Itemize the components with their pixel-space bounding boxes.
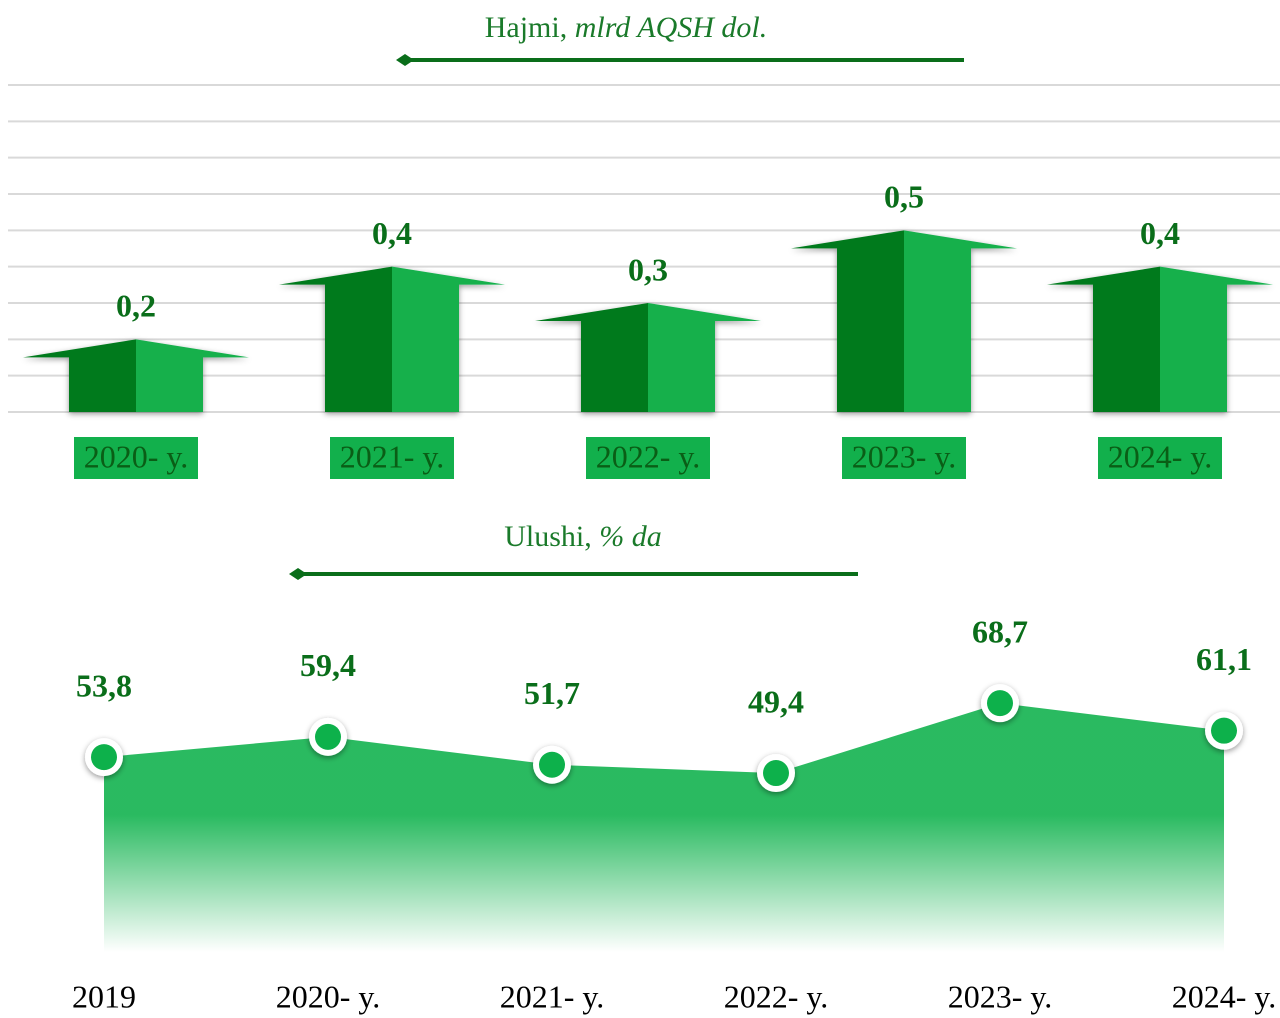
label-bg	[586, 437, 710, 479]
x-tick-label: 2023- y.	[948, 978, 1053, 1014]
arrow-left	[535, 303, 648, 412]
arrow-head	[396, 54, 414, 66]
x-tick-label: 2021- y.	[500, 978, 605, 1014]
arrow-left	[279, 266, 392, 412]
label-bg	[1098, 437, 1222, 479]
marker	[91, 744, 117, 771]
arrow-right	[648, 303, 761, 412]
title: Hajmi,	[485, 11, 568, 44]
data-label: 0,4	[1140, 215, 1180, 251]
data-label: 0,2	[116, 288, 156, 324]
x-tick-label: 2022- y.	[596, 438, 701, 474]
arrow-right	[392, 266, 505, 412]
arrow-head	[289, 568, 307, 580]
arrow-left	[23, 339, 136, 412]
arrow-bar	[791, 230, 1017, 412]
x-tick-label: 2020- y.	[276, 978, 381, 1014]
x-tick-label: 2024- y.	[1172, 978, 1277, 1014]
arrow-right	[904, 230, 1017, 412]
title: Ulushi,	[504, 520, 592, 553]
chart-title: Ulushi, % da	[504, 520, 662, 553]
arrow-bar	[535, 303, 761, 412]
x-tick-label: 2021- y.	[340, 438, 445, 474]
x-tick-label: 2022- y.	[724, 978, 829, 1014]
marker	[315, 723, 341, 750]
arrow-bar	[279, 266, 505, 412]
data-label: 59,4	[300, 647, 356, 683]
arrow-bar	[1047, 266, 1273, 412]
area	[104, 703, 1224, 952]
subtitle: % da	[599, 520, 662, 553]
marker	[1211, 717, 1237, 744]
data-label: 0,4	[372, 215, 412, 251]
arrow-right	[136, 339, 249, 412]
data-label: 68,7	[972, 613, 1028, 649]
arrow-right	[1160, 266, 1273, 412]
label-bg	[330, 437, 454, 479]
data-label: 0,3	[628, 251, 668, 287]
data-label: 51,7	[524, 675, 580, 711]
data-label: 0,5	[884, 179, 924, 215]
x-tick-label: 2023- y.	[852, 438, 957, 474]
data-label: 53,8	[76, 667, 132, 703]
x-tick-label: 2024- y.	[1108, 438, 1213, 474]
label-bg	[74, 437, 198, 479]
subtitle: mlrd AQSH dol.	[575, 11, 768, 44]
arrow-left	[791, 230, 904, 412]
x-tick-label: 2019	[72, 978, 136, 1014]
chart-title: Hajmi, mlrd AQSH dol.	[485, 11, 768, 44]
data-label: 61,1	[1196, 641, 1252, 677]
marker	[987, 690, 1013, 717]
data-label: 49,4	[748, 683, 804, 719]
arrow-left	[1047, 266, 1160, 412]
label-bg	[842, 437, 966, 479]
marker	[763, 760, 789, 787]
marker	[539, 751, 565, 778]
x-tick-label: 2020- y.	[84, 438, 189, 474]
arrow-bar	[23, 339, 249, 412]
